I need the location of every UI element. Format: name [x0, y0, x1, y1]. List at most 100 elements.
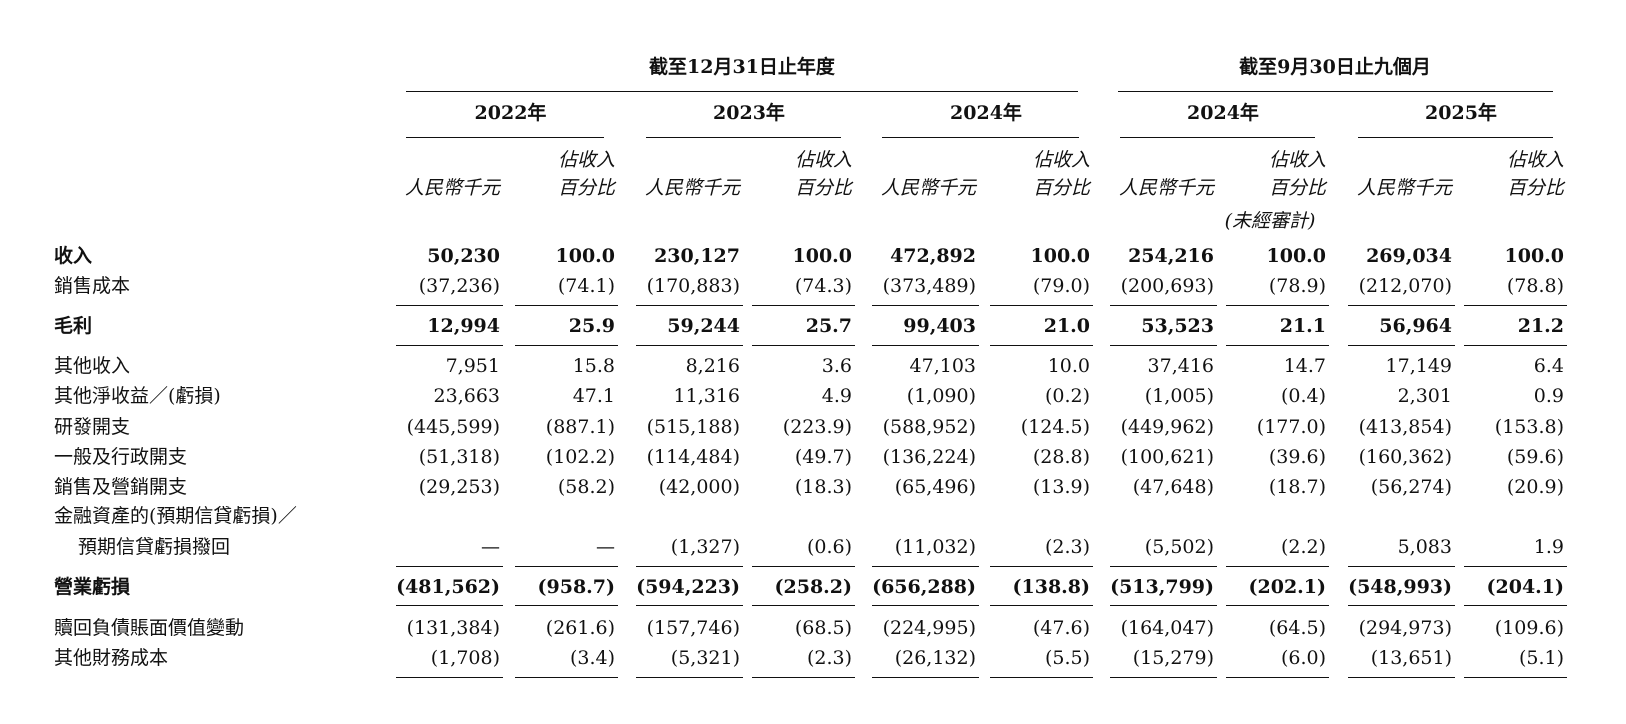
cell-rule [636, 305, 743, 306]
cell-value: 14.7 [1283, 355, 1326, 377]
cell-value: (131,384) [406, 617, 500, 639]
cell-value: (294,973) [1358, 617, 1452, 639]
cell-value: (202.1) [1248, 576, 1326, 598]
row-label: 其他收入 [54, 355, 131, 377]
cell-rule [990, 566, 1093, 567]
row-label: 毛利 [54, 315, 93, 337]
cell-rule [636, 345, 743, 346]
cell-value: (160,362) [1358, 446, 1452, 468]
row-label: 銷售成本 [54, 275, 131, 297]
cell-value: (5.5) [1044, 647, 1090, 669]
cell-value: (2.2) [1280, 536, 1326, 558]
cell-rule [1348, 345, 1455, 346]
cell-rule [872, 677, 979, 678]
cell-value: (5,321) [670, 647, 740, 669]
row-label: 金融資產的(預期信貸虧損)／ [54, 505, 297, 527]
cell-value: (47.6) [1032, 617, 1090, 639]
cell-value: (109.6) [1494, 617, 1564, 639]
cell-value: (413,854) [1358, 416, 1452, 438]
cell-value: (100,621) [1120, 446, 1214, 468]
cell-value: 4.9 [821, 385, 852, 407]
cell-value: (26,132) [894, 647, 976, 669]
cell-value: (177.0) [1256, 416, 1326, 438]
cell-value: (3.4) [569, 647, 615, 669]
cell-rule [515, 566, 618, 567]
cell-value: 1.9 [1533, 536, 1564, 558]
cell-value: 53,523 [1141, 315, 1214, 337]
cell-value: (102.2) [545, 446, 615, 468]
cell-rule [752, 345, 855, 346]
cell-value: 37,416 [1147, 355, 1214, 377]
cell-rule [396, 345, 503, 346]
cell-rule [636, 605, 743, 606]
cell-rule [396, 677, 503, 678]
cell-value: 100.0 [1030, 245, 1091, 267]
cell-value: (18.7) [1268, 476, 1326, 498]
year-header: 2023年 [713, 102, 785, 124]
cell-value: (588,952) [882, 416, 976, 438]
cell-value: (28.8) [1032, 446, 1090, 468]
cell-value: (887.1) [545, 416, 615, 438]
cell-value: 100.0 [1266, 245, 1327, 267]
cell-value: (15,279) [1132, 647, 1214, 669]
cell-rule [1348, 566, 1455, 567]
cell-rule [1464, 345, 1567, 346]
cell-value: (515,188) [646, 416, 740, 438]
row-label: 其他財務成本 [54, 647, 169, 669]
pct-label: 佔收入 [1268, 149, 1326, 171]
year-header: 2022年 [474, 102, 547, 124]
cell-value: 23,663 [433, 385, 500, 407]
cell-value: 7,951 [445, 355, 500, 377]
cell-value: (11,032) [894, 536, 976, 558]
cell-rule [636, 566, 743, 567]
cell-rule [1348, 677, 1455, 678]
cell-value: (0.4) [1280, 385, 1326, 407]
cell-rule [1464, 566, 1567, 567]
cell-rule [752, 677, 855, 678]
cell-rule [990, 677, 1093, 678]
row-label: 收入 [54, 245, 93, 267]
cell-value: 0.9 [1533, 385, 1564, 407]
cell-rule [990, 305, 1093, 306]
cell-rule [1226, 605, 1329, 606]
pct-label: 佔收入 [794, 149, 852, 171]
cell-rule [872, 566, 979, 567]
cell-value: (79.0) [1032, 275, 1090, 297]
cell-value: (0.2) [1044, 385, 1090, 407]
cell-value: (1,708) [430, 647, 500, 669]
cell-value: (481,562) [396, 576, 500, 598]
cell-value: 269,034 [1366, 245, 1452, 267]
cell-value: 59,244 [667, 315, 740, 337]
cell-value: (373,489) [882, 275, 976, 297]
cell-rule [515, 605, 618, 606]
cell-rule [396, 305, 503, 306]
cell-value: (124.5) [1020, 416, 1090, 438]
row-label: 營業虧損 [54, 576, 131, 598]
pct-label: 百分比 [1032, 177, 1090, 199]
cell-value: (29,253) [418, 476, 500, 498]
cell-value: 21.1 [1279, 315, 1326, 337]
amount-label: 人民幣千元 [880, 177, 976, 199]
cell-value: (513,799) [1110, 576, 1214, 598]
amount-label: 人民幣千元 [1118, 177, 1214, 199]
year-header: 2024年 [950, 102, 1022, 124]
row-label: 研發開支 [54, 416, 131, 438]
group-rule [406, 91, 1078, 92]
cell-value: (20.9) [1506, 476, 1564, 498]
cell-value: 5,083 [1397, 536, 1452, 558]
cell-value: (200,693) [1120, 275, 1214, 297]
cell-value: 21.2 [1517, 315, 1564, 337]
cell-value: (157,746) [646, 617, 740, 639]
cell-rule [872, 605, 979, 606]
cell-value: (170,883) [646, 275, 740, 297]
cell-value: 8,216 [685, 355, 740, 377]
row-label: 贖回負債賬面價值變動 [54, 617, 245, 639]
cell-value: — [596, 536, 615, 558]
cell-value: (78.9) [1268, 275, 1326, 297]
cell-value: 99,403 [903, 315, 976, 337]
cell-value: (204.1) [1486, 576, 1564, 598]
cell-value: (153.8) [1494, 416, 1564, 438]
group-header: 截至9月30日止九個月 [1239, 56, 1431, 78]
pct-label: 佔收入 [1506, 149, 1564, 171]
cell-value: 100.0 [792, 245, 853, 267]
